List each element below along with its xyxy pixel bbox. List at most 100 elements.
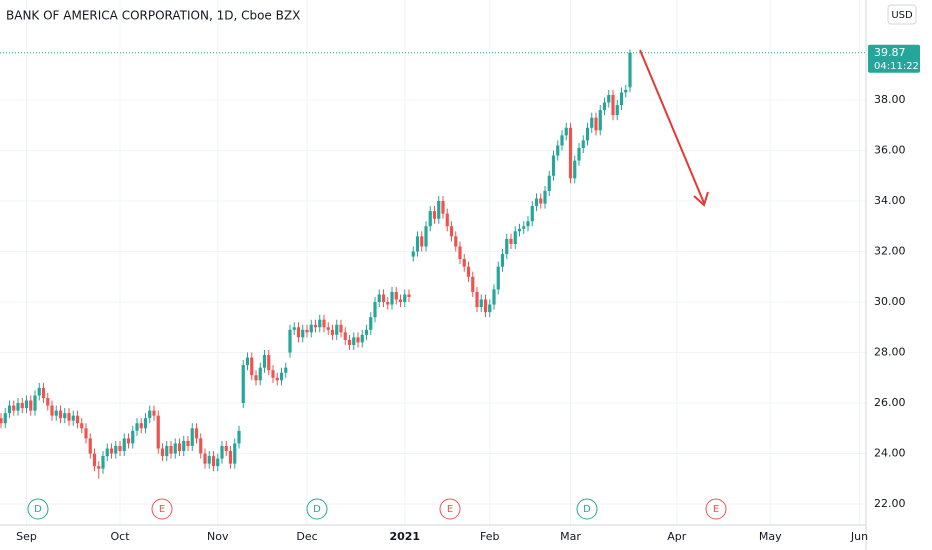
candle-body: [284, 367, 288, 373]
event-marker[interactable]: [439, 498, 461, 520]
candle-body: [335, 324, 339, 335]
candle-body: [207, 456, 211, 464]
candle-body: [122, 438, 126, 452]
candle-body: [598, 110, 602, 131]
chart-title: BANK OF AMERICA CORPORATION, 1D, Cboe BZ…: [6, 9, 300, 23]
y-tick-label: 36.00: [874, 144, 906, 157]
candle-body: [352, 337, 356, 345]
candle-body: [547, 175, 551, 191]
candle-body: [428, 211, 432, 227]
candle-body: [615, 105, 619, 116]
candle-body: [513, 231, 517, 244]
candle-body: [114, 445, 118, 454]
event-marker[interactable]: [151, 498, 173, 520]
candle-body: [296, 327, 301, 338]
candle-body: [160, 448, 165, 457]
candle-body: [309, 324, 313, 333]
candle-body: [262, 355, 267, 368]
event-marker[interactable]: [705, 498, 727, 520]
candle-body: [517, 228, 522, 232]
candle-body: [267, 355, 271, 371]
candle-body: [177, 443, 182, 452]
candle-body: [318, 319, 322, 328]
candle-body: [88, 438, 92, 454]
x-tick-label: May: [759, 530, 782, 543]
candle-body: [3, 413, 7, 424]
y-tick-label: 26.00: [874, 396, 906, 409]
y-tick-label: 28.00: [874, 346, 906, 359]
candle-body: [522, 226, 526, 229]
candle-body: [343, 332, 347, 340]
candle-body: [437, 201, 441, 219]
candle-body: [203, 453, 207, 464]
x-tick-label: Feb: [480, 530, 499, 543]
candle-body: [165, 445, 169, 457]
candle-body: [594, 117, 598, 131]
candle-body: [250, 357, 254, 376]
candle-body: [80, 423, 84, 429]
candle-body: [509, 238, 513, 244]
arrow-head: [693, 191, 709, 207]
candle-body: [432, 211, 437, 219]
candle-body: [624, 89, 628, 93]
candle-body: [619, 92, 624, 106]
candle-body: [71, 415, 75, 421]
candle-body: [411, 251, 415, 257]
candle-body: [279, 372, 284, 381]
candle-body: [233, 443, 237, 464]
event-label: E: [713, 504, 719, 515]
event-marker[interactable]: [576, 498, 598, 520]
candle-body: [54, 410, 58, 416]
candle-body: [16, 403, 20, 411]
candle-body: [97, 466, 101, 469]
candle-body: [109, 448, 114, 454]
event-marker[interactable]: [306, 498, 328, 520]
candle-body: [479, 299, 483, 308]
y-tick-label: 22.00: [874, 497, 906, 510]
last-price-box: [868, 44, 920, 73]
candle-body: [373, 302, 377, 318]
candle-body: [581, 140, 585, 148]
candle-body: [394, 291, 398, 300]
candle-body: [190, 428, 194, 446]
candle-body: [292, 327, 296, 330]
x-tick-label: Dec: [296, 530, 317, 543]
candle-body: [288, 329, 292, 353]
x-tick-label: Oct: [110, 530, 130, 543]
candle-body: [483, 299, 488, 313]
candle-body: [454, 236, 458, 247]
candle-body: [237, 430, 241, 444]
candle-body: [211, 456, 216, 467]
candle-body: [403, 294, 407, 303]
candle-body: [526, 221, 530, 227]
candle-body: [224, 445, 228, 452]
candle-body: [466, 266, 471, 277]
candle-body: [92, 453, 97, 467]
candle-body: [386, 302, 390, 305]
candle-body: [101, 456, 105, 469]
candle-body: [585, 127, 590, 141]
candle-body: [84, 428, 88, 439]
candle-body: [568, 127, 573, 179]
y-tick-label: 30.00: [874, 295, 906, 308]
candle-body: [369, 317, 373, 330]
candle-body: [194, 428, 199, 439]
candle-body: [322, 319, 326, 328]
x-tick-label: 2021: [389, 530, 420, 543]
currency-box[interactable]: [887, 4, 917, 25]
arrow-line: [639, 49, 705, 204]
candle-body: [135, 423, 139, 431]
currency: USD: [891, 10, 913, 21]
event-marker[interactable]: [27, 498, 49, 520]
candle-body: [534, 198, 539, 207]
candle-body: [41, 387, 46, 398]
candle-body: [492, 289, 496, 305]
candle-body: [148, 410, 152, 419]
candle-body: [152, 410, 156, 416]
candle-body: [37, 387, 41, 396]
candle-body: [500, 254, 505, 267]
candle-body: [275, 377, 279, 381]
candle-body: [420, 236, 424, 247]
grid: [0, 0, 866, 525]
